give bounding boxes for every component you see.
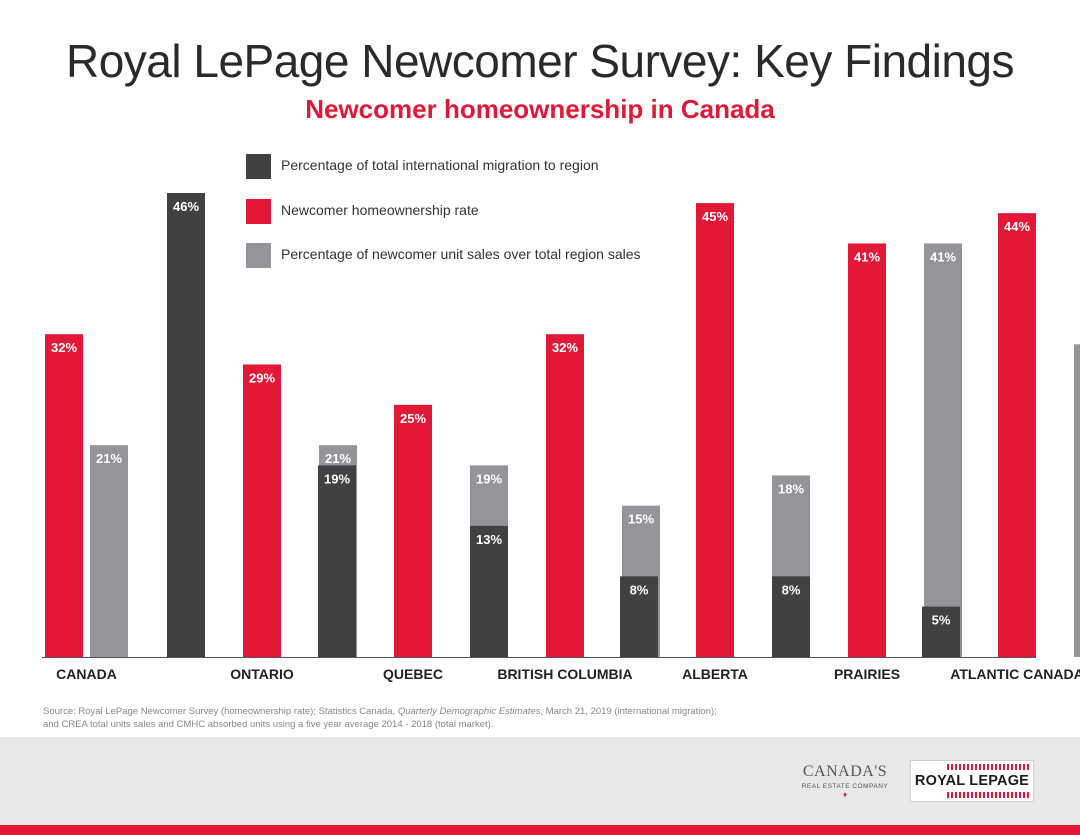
bar-alberta-series-2 bbox=[696, 203, 734, 657]
data-label-alberta-series-1: 8% bbox=[630, 582, 649, 597]
legend-label-series-1: Percentage of total international migrat… bbox=[281, 157, 599, 173]
data-label-british-columbia-series-3: 15% bbox=[628, 512, 654, 527]
bar-british-columbia-series-2 bbox=[546, 334, 584, 657]
bar-prairies-series-1 bbox=[772, 576, 810, 657]
bar-prairies-series-3 bbox=[924, 243, 962, 657]
royal-lepage-logo: ROYAL LEPAGE bbox=[910, 760, 1034, 802]
bar-alberta-series-1 bbox=[620, 576, 658, 657]
source-line1-b: , March 21, 2019 (international migratio… bbox=[540, 706, 717, 717]
rlp-logo-text: ROYAL LEPAGE bbox=[914, 773, 1030, 789]
bar-british-columbia-series-1 bbox=[470, 525, 508, 657]
source-line2: and CREA total units sales and CMHC abso… bbox=[43, 719, 494, 730]
legend-swatch-series-1 bbox=[246, 154, 271, 179]
bar-ontario-series-2 bbox=[243, 364, 281, 657]
data-label-prairies-series-3: 41% bbox=[930, 249, 956, 264]
bar-canada-series-3 bbox=[90, 445, 128, 657]
footer-stripe bbox=[0, 825, 1080, 835]
canadas-real-estate-company-logo: CANADA'S REAL ESTATE COMPANY ♦ bbox=[790, 763, 900, 799]
cdn-logo-line1: CANADA'S bbox=[802, 763, 888, 780]
data-label-quebec-series-1: 19% bbox=[324, 471, 350, 486]
data-label-british-columbia-series-2: 32% bbox=[552, 340, 578, 355]
source-line1-a: Source: Royal LePage Newcomer Survey (ho… bbox=[43, 706, 398, 717]
category-label-quebec: QUEBEC bbox=[383, 666, 443, 682]
bar-quebec-series-2 bbox=[394, 404, 432, 657]
data-label-canada-series-3: 21% bbox=[96, 451, 122, 466]
source-note: Source: Royal LePage Newcomer Survey (ho… bbox=[43, 705, 763, 731]
bar-quebec-series-1 bbox=[318, 465, 356, 657]
bar-chart: 32% 21% CANADA 46% 29% 21% ONTARIO 19% 25% 19% QUE… bbox=[42, 154, 1080, 682]
data-label-ontario-series-3: 21% bbox=[325, 451, 351, 466]
bar-canada-series-2 bbox=[45, 334, 83, 657]
category-label-alberta: ALBERTA bbox=[682, 666, 748, 682]
data-label-quebec-series-2: 25% bbox=[400, 411, 426, 426]
legend-label-series-2: Newcomer homeownership rate bbox=[281, 202, 479, 218]
data-label-canada-series-2: 32% bbox=[51, 340, 77, 355]
source-line1-italic: Quarterly Demographic Estimates bbox=[397, 706, 541, 717]
page-subtitle: Newcomer homeownership in Canada bbox=[305, 94, 775, 124]
bar-prairies-series-2 bbox=[848, 243, 886, 657]
legend-swatch-series-3 bbox=[246, 243, 271, 268]
data-label-ontario-series-1: 46% bbox=[173, 199, 199, 214]
bar-atlantic-canada-series-2 bbox=[998, 213, 1036, 657]
footer-band bbox=[0, 737, 1080, 825]
category-label-atlantic-canada: ATLANTIC CANADA bbox=[950, 666, 1080, 682]
category-label-ontario: ONTARIO bbox=[230, 666, 294, 682]
bar-atlantic-canada-series-3 bbox=[1074, 344, 1080, 657]
data-label-atlantic-canada-series-2: 44% bbox=[1004, 219, 1030, 234]
data-label-atlantic-canada-series-1: 5% bbox=[932, 613, 951, 628]
data-label-alberta-series-3: 18% bbox=[778, 481, 804, 496]
category-label-british-columbia: BRITISH COLUMBIA bbox=[497, 666, 632, 682]
legend-label-series-3: Percentage of newcomer unit sales over t… bbox=[281, 246, 641, 262]
data-label-prairies-series-2: 41% bbox=[854, 249, 880, 264]
logo-stripes-top bbox=[947, 764, 1029, 770]
data-label-quebec-series-3: 19% bbox=[476, 471, 502, 486]
data-label-british-columbia-series-1: 13% bbox=[476, 532, 502, 547]
cdn-logo-line2: REAL ESTATE COMPANY bbox=[801, 783, 889, 790]
data-label-alberta-series-2: 45% bbox=[702, 209, 728, 224]
bar-atlantic-canada-series-1 bbox=[922, 606, 960, 657]
page-title: Royal LePage Newcomer Survey: Key Findin… bbox=[65, 35, 1015, 87]
maple-leaf-icon: ♦ bbox=[842, 790, 848, 799]
legend-swatch-series-2 bbox=[246, 199, 271, 224]
data-label-ontario-series-2: 29% bbox=[249, 370, 275, 385]
category-label-canada: CANADA bbox=[56, 666, 117, 682]
category-label-prairies: PRAIRIES bbox=[834, 666, 900, 682]
logo-stripes-bottom bbox=[947, 792, 1029, 798]
bar-ontario-series-1 bbox=[167, 193, 205, 657]
data-label-prairies-series-1: 8% bbox=[782, 582, 801, 597]
